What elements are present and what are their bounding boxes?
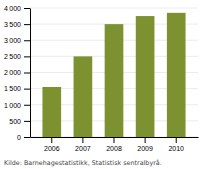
bars bbox=[42, 13, 185, 137]
y-tick: 4 000 bbox=[4, 5, 30, 12]
y-tick: 1 500 bbox=[4, 85, 30, 92]
chart-container: 0 500 1 000 1 500 2 000 2 500 3 000 3 500 4 000 2… bbox=[0, 0, 204, 169]
x-tick-mark bbox=[176, 137, 177, 143]
x-tick: 2007 bbox=[75, 137, 91, 152]
y-tick: 2 000 bbox=[4, 69, 30, 76]
y-tick-label: 0 bbox=[17, 134, 21, 141]
y-tick: 3 000 bbox=[4, 37, 30, 44]
y-axis-line bbox=[30, 9, 31, 138]
x-tick-label: 2009 bbox=[137, 145, 153, 152]
x-axis: 2006 2007 2008 2009 2010 bbox=[31, 137, 199, 152]
y-tick-mark bbox=[24, 40, 30, 41]
y-tick-mark bbox=[24, 8, 30, 9]
y-tick-mark bbox=[24, 121, 30, 122]
y-tick-label: 4 000 bbox=[4, 5, 21, 12]
x-tick-label: 2007 bbox=[75, 145, 91, 152]
y-tick-label: 3 500 bbox=[4, 21, 21, 28]
x-tick-mark bbox=[51, 137, 52, 143]
x-tick-mark bbox=[82, 137, 83, 143]
y-tick-mark bbox=[24, 89, 30, 90]
y-tick: 2 500 bbox=[4, 53, 30, 60]
grid-line bbox=[30, 8, 198, 9]
x-tick-label: 2006 bbox=[44, 145, 60, 152]
caption: Kilde: Barnehagestatistikk, Statistisk s… bbox=[4, 159, 162, 167]
grid bbox=[30, 8, 198, 137]
x-tick-mark bbox=[145, 137, 146, 143]
x-tick-label: 2008 bbox=[106, 145, 122, 152]
x-tick: 2009 bbox=[137, 137, 153, 152]
bar bbox=[136, 16, 155, 137]
y-tick-mark bbox=[24, 137, 30, 138]
x-tick: 2006 bbox=[44, 137, 60, 152]
y-tick-label: 1 500 bbox=[4, 85, 21, 92]
y-tick: 1 000 bbox=[4, 101, 30, 108]
plot-area: 0 500 1 000 1 500 2 000 2 500 3 000 3 500 4 000 2… bbox=[4, 5, 198, 152]
bar bbox=[42, 87, 61, 137]
chart-svg: 0 500 1 000 1 500 2 000 2 500 3 000 3 500 4 000 2… bbox=[0, 0, 204, 169]
x-tick: 2008 bbox=[106, 137, 122, 152]
x-tick-mark bbox=[114, 137, 115, 143]
y-tick-mark bbox=[24, 24, 30, 25]
y-tick: 500 bbox=[9, 118, 30, 125]
bar bbox=[74, 56, 93, 137]
bar bbox=[167, 13, 186, 137]
y-tick-mark bbox=[24, 56, 30, 57]
y-tick: 0 bbox=[17, 134, 30, 141]
y-tick-label: 500 bbox=[9, 118, 21, 125]
x-tick: 2010 bbox=[168, 137, 184, 152]
y-axis: 0 500 1 000 1 500 2 000 2 500 3 000 3 500 4 000 bbox=[4, 5, 30, 141]
y-tick-mark bbox=[24, 105, 30, 106]
y-tick-mark bbox=[24, 73, 30, 74]
y-tick-label: 2 500 bbox=[4, 53, 21, 60]
x-tick-label: 2010 bbox=[168, 145, 184, 152]
bar bbox=[105, 24, 124, 137]
y-tick: 3 500 bbox=[4, 21, 30, 28]
y-tick-label: 3 000 bbox=[4, 37, 21, 44]
y-tick-label: 2 000 bbox=[4, 69, 21, 76]
y-tick-label: 1 000 bbox=[4, 101, 21, 108]
